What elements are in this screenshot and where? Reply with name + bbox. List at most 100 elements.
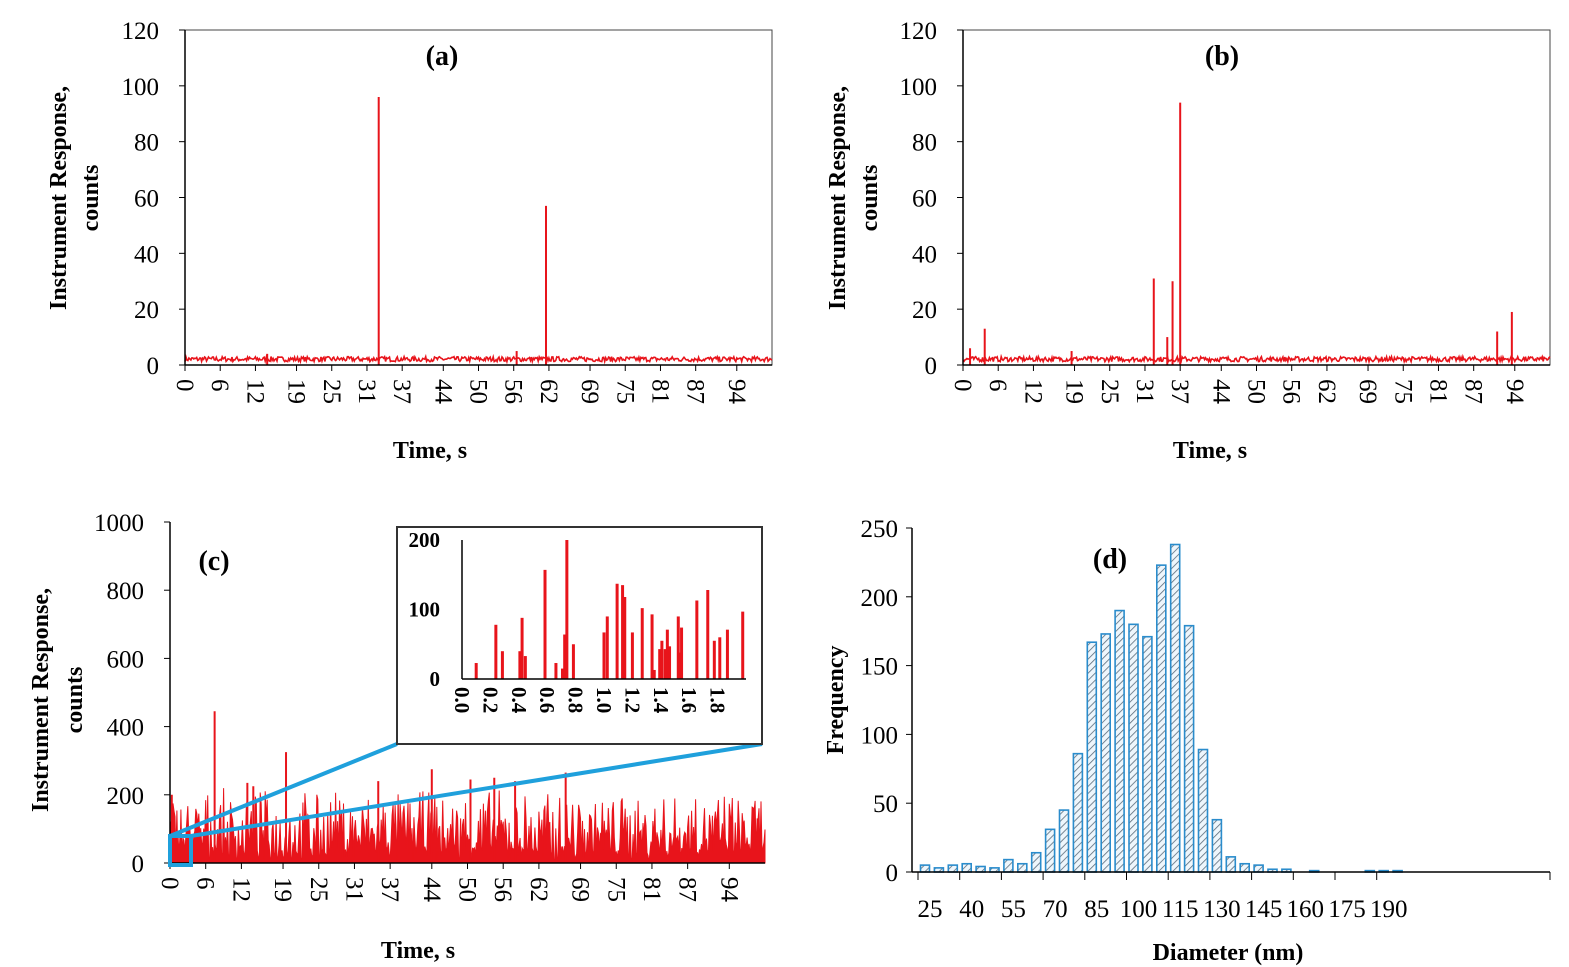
inset-xtick-label: 0.0 (450, 687, 474, 713)
panel-a-xtick-label: 31 (353, 379, 380, 404)
panel-d-ytick-label: 150 (861, 654, 899, 681)
panel-d-xtick-label: 130 (1203, 896, 1241, 923)
panel-d-bar-105 (1142, 635, 1153, 873)
panel-d-xtick-label: 25 (918, 896, 943, 923)
panel-c-xtick-label: 19 (269, 877, 296, 902)
inset-ytick-label: 100 (409, 598, 441, 622)
panel-d-bar-95 (1114, 609, 1125, 873)
panel-d-ytick-label: 200 (861, 585, 899, 612)
panel-d-bar-25 (919, 864, 931, 873)
panel-b-xtick-label: 12 (1019, 379, 1046, 404)
panel-c-xtick-label: 6 (192, 877, 219, 890)
panel-d-xtick-label: 160 (1287, 896, 1325, 923)
panel-c-xtick-label: 25 (305, 877, 332, 902)
panel-d-bar-90 (1100, 633, 1111, 873)
panel-b-xtick-label: 87 (1460, 379, 1487, 404)
panel-a-xtick-label: 0 (171, 379, 198, 392)
panel-d-xtick-label: 70 (1043, 896, 1068, 923)
panel-a-xtick-label: 69 (576, 379, 603, 404)
panel-b-xtick-label: 56 (1278, 379, 1305, 404)
panel-b-ytick-label: 100 (900, 74, 938, 101)
panel-d-xtick-label: 175 (1328, 896, 1366, 923)
panel-a-ytick-label: 20 (134, 297, 159, 324)
panel-a-ylabel-2: counts (78, 165, 104, 232)
panel-d-bar-130 (1211, 818, 1223, 873)
panel-a-ytick-label: 100 (122, 74, 160, 101)
panel-b-baseline-noise (962, 353, 1551, 365)
panel-d-bar-60 (1016, 862, 1028, 873)
inset-xtick-label: 1.8 (706, 687, 730, 713)
panel-d-xtick-label: 55 (1001, 896, 1026, 923)
panel-b-xtick-label: 25 (1096, 379, 1123, 404)
panel-c-ylabel-2: counts (62, 667, 88, 734)
panel-b-xtick-label: 0 (949, 379, 976, 392)
panel-b-xtick-label: 19 (1061, 379, 1088, 404)
panel-a-xtick-label: 56 (500, 379, 527, 404)
panel-b-xtick-label: 62 (1313, 379, 1340, 404)
panel-d-bar-70 (1044, 828, 1056, 873)
inset-ytick-label: 0 (430, 667, 441, 691)
panel-a-xtick-label: 94 (723, 379, 750, 405)
panel-a-xtick-label: 12 (241, 379, 268, 404)
panel-c-zoom-connector-right (190, 742, 763, 838)
panel-c-inset-frame (396, 526, 763, 745)
panel-b-title: (b) (1205, 41, 1239, 72)
panel-c-ytick-label: 1000 (94, 510, 144, 537)
panel-b-ytick-label: 40 (912, 241, 937, 268)
panel-a-ytick-label: 40 (134, 241, 159, 268)
panel-c-xtick-label: 94 (715, 877, 742, 903)
panel-b-ytick-label: 0 (925, 353, 938, 380)
panel-d-xtick-label: 40 (959, 896, 984, 923)
panel-c-ytick-label: 600 (107, 646, 145, 673)
panel-c-title: (c) (198, 546, 229, 577)
panel-a-xtick-label: 6 (206, 379, 233, 392)
panel-b-xtick-label: 94 (1501, 379, 1528, 405)
panel-a-xtick-label: 50 (465, 379, 492, 404)
panel-c-xtick-label: 12 (227, 877, 254, 902)
panel-c-xtick-label: 87 (674, 877, 701, 902)
panel-b-xtick-label: 75 (1389, 379, 1416, 404)
panel-d-bar-40 (961, 862, 973, 873)
panel-c-xtick-label: 44 (418, 877, 445, 903)
panel-a-title: (a) (426, 41, 459, 72)
panel-d-bar-55 (1003, 858, 1014, 873)
panel-b-ytick-label: 120 (900, 18, 938, 45)
panel-c-xtick-label: 69 (567, 877, 594, 902)
panel-d-bar-140 (1239, 862, 1250, 873)
panel-c-xlabel: Time, s (381, 938, 455, 964)
panel-d-xtick-label: 115 (1162, 896, 1199, 923)
panel-a-plot-frame (184, 29, 773, 366)
panel-b-xtick-label: 50 (1243, 379, 1270, 404)
inset-xtick-label: 0.4 (507, 687, 531, 714)
panel-d-bar-45 (975, 865, 986, 873)
panel-a-xtick-label: 19 (283, 379, 310, 404)
panel-a-xtick-label: 75 (611, 379, 638, 404)
panel-c-zoom-connector-left (169, 742, 398, 838)
panel-d-ylabel: Frequency (823, 646, 849, 755)
panel-d-title: (d) (1093, 544, 1127, 575)
panel-a-xtick-label: 81 (646, 379, 673, 404)
panel-a-xtick-label: 87 (682, 379, 709, 404)
panel-d-bar-100 (1128, 623, 1139, 873)
panel-c-ytick-label: 800 (107, 578, 145, 605)
panel-c-ytick-label: 400 (107, 715, 145, 742)
panel-b-plot-frame (962, 29, 1551, 366)
panel-a-xtick-label: 62 (535, 379, 562, 404)
panel-a-ytick-label: 0 (147, 353, 160, 380)
panel-d-bar-85 (1086, 641, 1098, 873)
inset-ytick-label: 200 (409, 528, 441, 552)
panel-a-ytick-label: 60 (134, 186, 159, 213)
panel-d-xlabel: Diameter (nm) (1153, 940, 1304, 966)
panel-a-xtick-label: 25 (318, 379, 345, 404)
panel-a-xtick-label: 37 (388, 379, 415, 404)
panel-d-ytick-label: 250 (861, 516, 899, 543)
panel-b-xtick-label: 6 (984, 379, 1011, 392)
inset-xtick-label: 1.2 (620, 687, 644, 713)
panel-c-xtick-label: 62 (525, 877, 552, 902)
panel-a-ytick-label: 80 (134, 130, 159, 157)
panel-d-bar-135 (1225, 856, 1237, 873)
panel-d-bar-80 (1072, 752, 1084, 873)
panel-b-xtick-label: 81 (1424, 379, 1451, 404)
inset-xtick-label: 0.6 (535, 687, 559, 713)
